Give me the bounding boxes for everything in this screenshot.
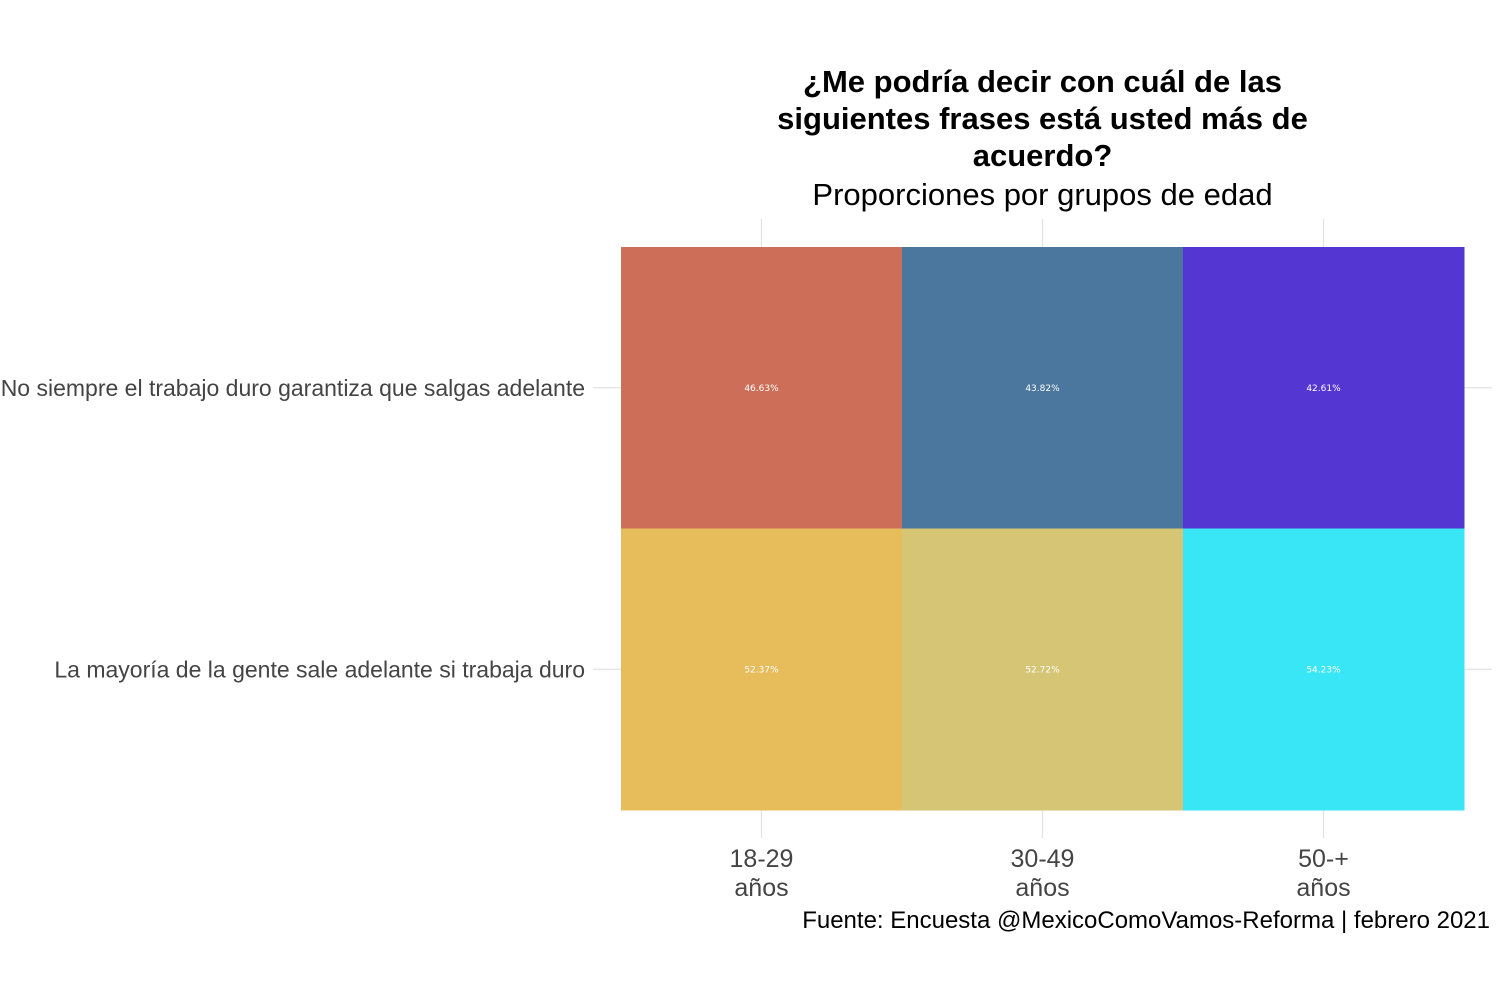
chart-caption: Fuente: Encuesta @MexicoComoVamos-Reform… [802,907,1490,934]
x-tick-label: 30-49 años [1011,845,1075,902]
y-axis-labels: No siempre el trabajo duro garantiza que… [1,375,585,683]
heatmap-cell [621,528,903,811]
y-tick-label: No siempre el trabajo duro garantiza que… [1,375,585,401]
x-tick-label: 50-+ años [1296,845,1350,902]
cell-value-label: 46.63% [744,384,779,394]
chart-title-line: acuerdo? [973,138,1113,173]
x-tick-label: 18-29 años [730,845,794,902]
cell-value-label: 52.37% [744,665,779,675]
heatmap-cell [1183,247,1465,529]
chart-title-line: ¿Me podría decir con cuál de las [803,64,1282,99]
heatmap-cell-labels: 46.63% 43.82% 42.61% 52.37% 52.72% 54.23% [744,384,1341,676]
heatmap-cells [621,247,1465,811]
cell-value-label: 52.72% [1025,665,1060,675]
heatmap-cell [621,247,903,529]
x-axis-labels: 18-29 años 30-49 años 50-+ años [730,845,1351,902]
chart-title: ¿Me podría decir con cuál de lassiguient… [777,64,1308,173]
heatmap-cell [902,528,1184,811]
heatmap-cell [902,247,1184,529]
chart-title-line: siguientes frases está usted más de [777,101,1308,136]
cell-value-label: 54.23% [1306,665,1341,675]
heatmap-cell [1183,528,1465,811]
cell-value-label: 43.82% [1025,384,1060,394]
chart-subtitle: Proporciones por grupos de edad [812,177,1272,212]
y-tick-label: La mayoría de la gente sale adelante si … [54,656,585,682]
cell-value-label: 42.61% [1306,384,1341,394]
